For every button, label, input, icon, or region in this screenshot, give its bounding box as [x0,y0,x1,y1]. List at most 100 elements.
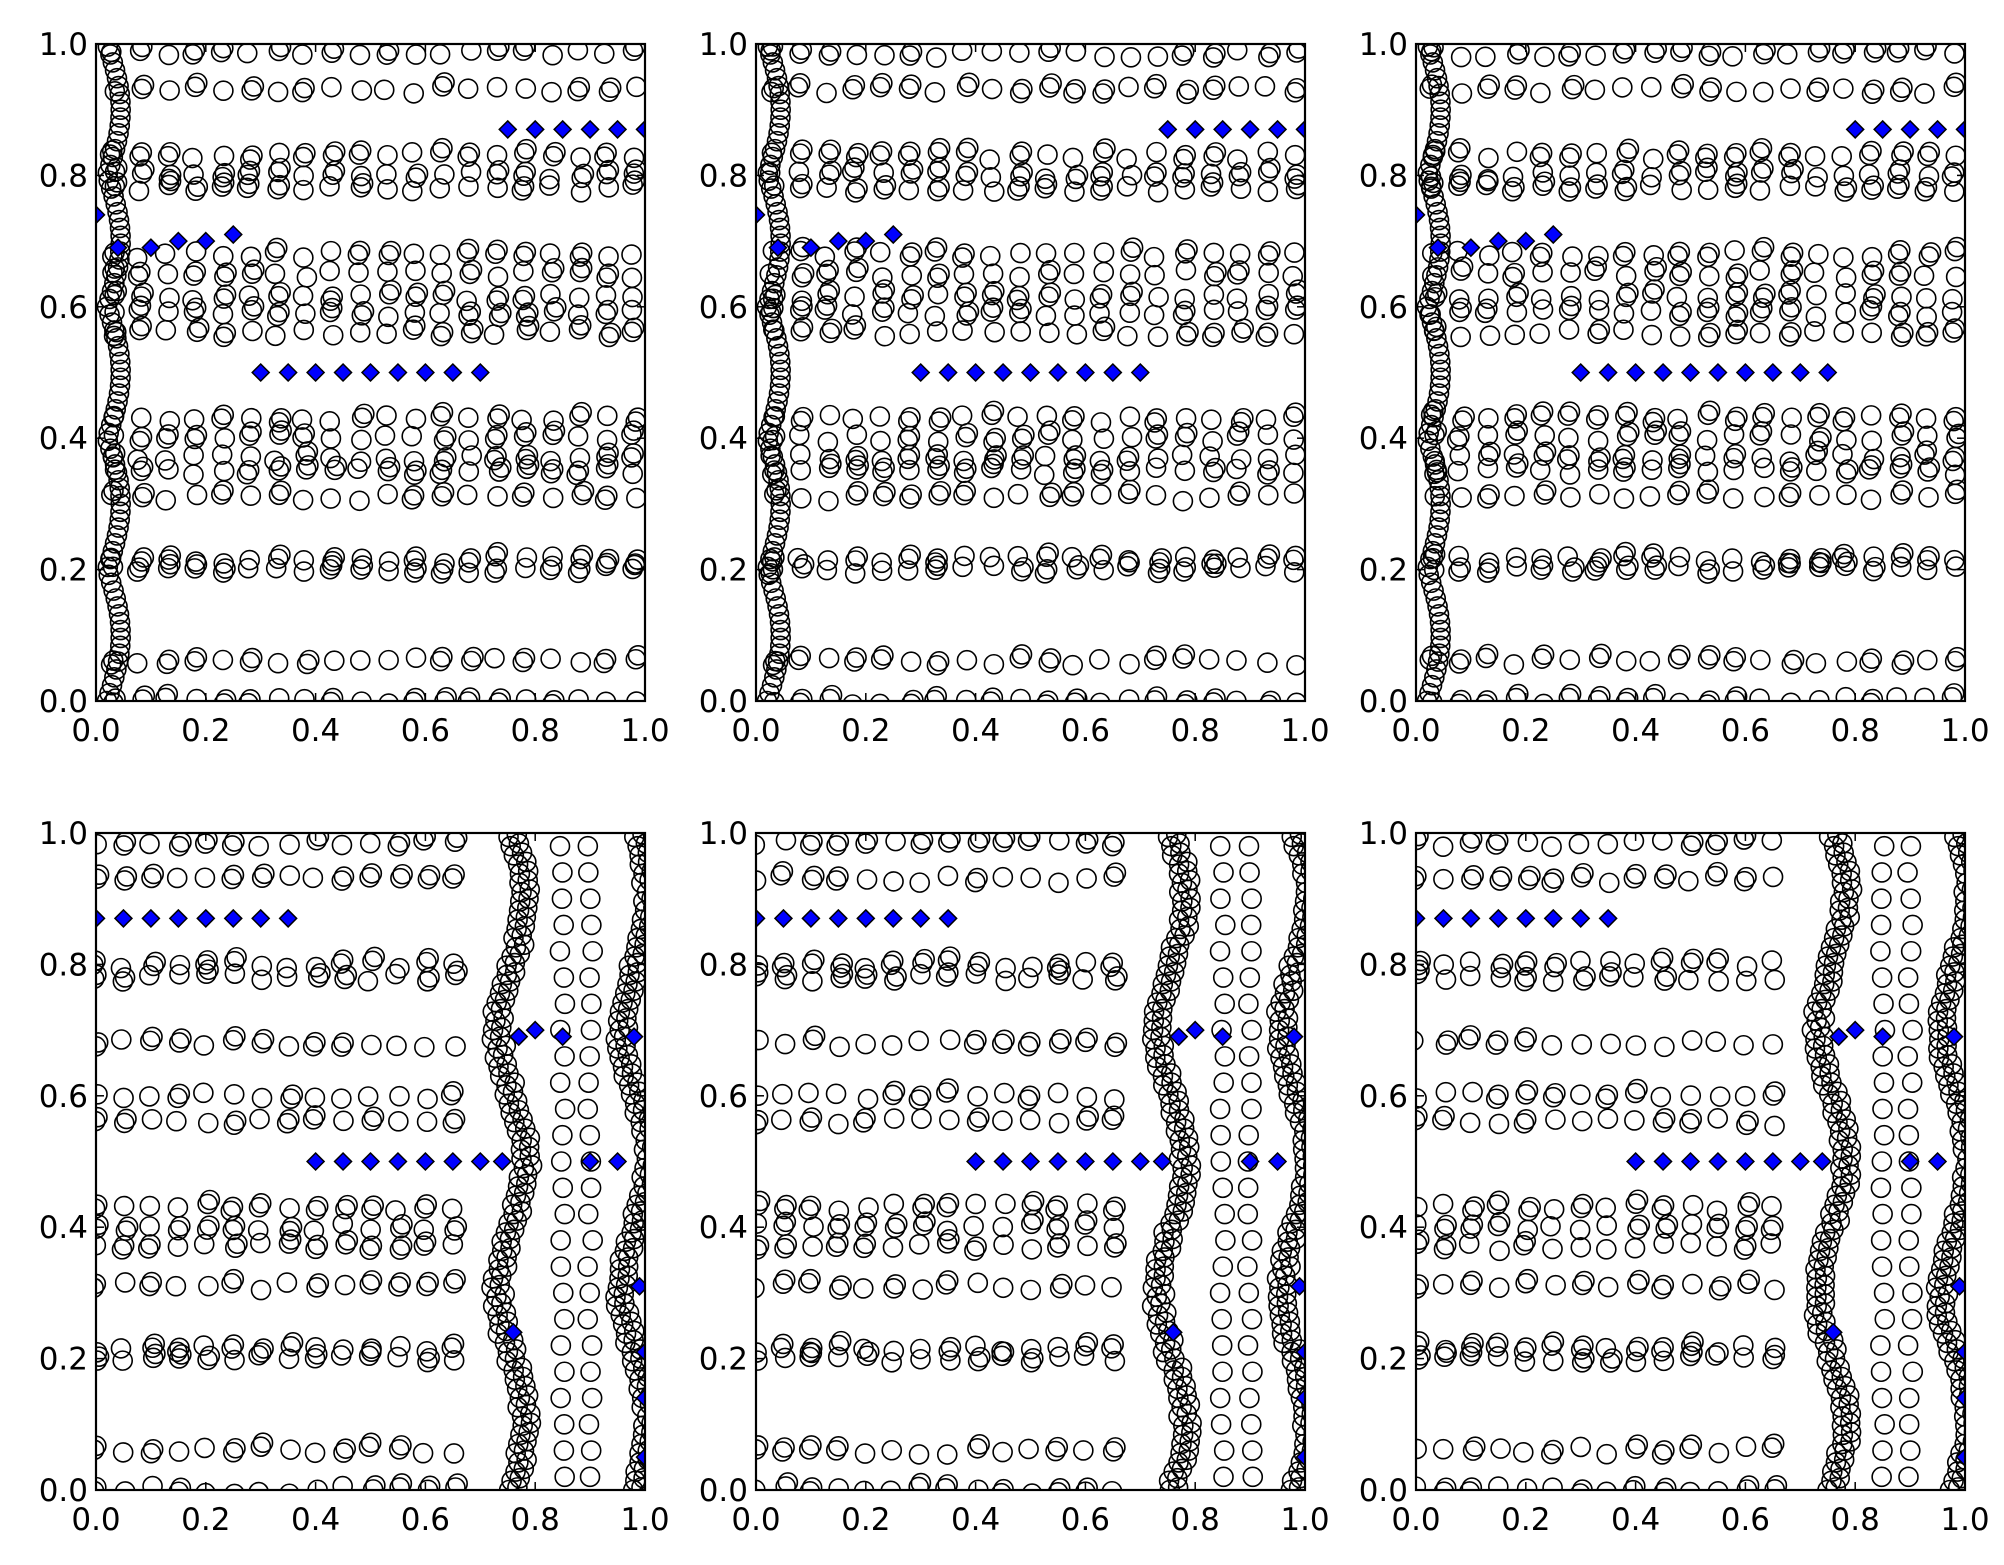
y-tick-label: 0.8 [1359,158,1408,194]
circle-marker [167,1219,189,1241]
circle-marker [142,1475,163,1490]
x-tick-label: 1.0 [1940,1502,1989,1538]
circle-marker [967,1350,989,1372]
circle-marker [143,955,164,977]
circle-marker [458,238,480,260]
circle-marker [1020,1351,1042,1373]
circle-marker [1061,409,1083,431]
circle-marker [241,80,262,101]
circle-marker [518,315,540,337]
circle-marker [1680,952,1702,974]
circle-marker [110,957,132,979]
circle-marker [543,300,565,322]
circle-marker [1019,1109,1041,1131]
circle-marker [936,1444,958,1465]
circle-marker [1281,1053,1302,1075]
circle-marker [1421,674,1443,696]
diamond-marker [1900,119,1920,139]
circle-marker [1514,970,1535,992]
circle-marker [403,550,425,571]
circle-marker [1946,427,1965,449]
circle-marker [1174,179,1196,200]
diamond-marker [251,362,271,383]
circle-marker [898,548,919,570]
circle-marker [1891,654,1913,675]
circle-marker [1092,176,1113,197]
circle-marker [1625,863,1647,885]
circle-marker [1285,1219,1305,1241]
circle-marker [625,411,645,432]
circle-marker [1873,1072,1895,1093]
circle-marker [542,145,564,167]
circle-marker [1889,174,1910,196]
circle-marker [248,1196,270,1218]
circle-marker [925,552,946,573]
circle-marker [569,246,591,267]
circle-marker [248,1344,269,1366]
diamond-marker [278,908,298,928]
diamond-marker [141,908,161,928]
circle-marker [1093,428,1115,449]
circle-marker [1739,1269,1761,1291]
x-tick-label: 0.6 [401,713,450,749]
circle-marker [1542,1238,1563,1260]
circle-marker [238,459,260,481]
circle-marker [1754,402,1776,424]
circle-marker [857,1088,879,1110]
circle-marker [1529,459,1551,481]
circle-marker [844,286,865,308]
circle-marker [456,484,478,506]
circle-marker [1121,164,1143,186]
circle-marker [769,635,791,657]
circle-marker [1230,178,1252,200]
circle-marker [407,163,429,185]
circle-marker [770,107,791,128]
circle-marker [1020,1338,1042,1360]
circle-marker [983,181,1005,202]
circle-marker [165,1275,187,1297]
circle-marker [910,1338,931,1360]
circle-marker [109,635,131,657]
circle-marker [927,141,949,163]
diamond-marker [1873,119,1893,139]
circle-marker [1073,1345,1095,1366]
circle-marker [761,280,783,302]
circle-marker [1228,421,1250,442]
x-tick-label: 0.6 [1721,1502,1770,1538]
circle-marker [1668,164,1690,186]
diamond-marker [629,1276,645,1296]
circle-marker [1946,236,1965,258]
circle-marker [598,548,620,570]
circle-marker [1901,1072,1923,1093]
circle-marker [1766,1475,1788,1490]
circle-marker [539,321,561,343]
circle-marker [361,1034,382,1056]
circle-marker [790,410,812,432]
diamond-marker [1955,1342,1965,1362]
circle-marker [952,320,973,341]
circle-marker [1629,1214,1651,1236]
circle-marker [1670,421,1692,442]
circle-marker [580,1361,601,1383]
circle-marker [183,444,204,466]
circle-marker [1764,1279,1785,1301]
circle-marker [294,688,315,701]
circle-marker [108,469,129,491]
circle-marker [1039,322,1060,344]
circle-marker [1424,454,1446,475]
circle-marker [1294,891,1305,912]
circle-marker [826,835,847,856]
circle-marker [1147,326,1169,347]
circle-marker [1670,160,1692,182]
circle-marker [1818,833,1840,848]
circle-marker [1888,265,1910,286]
circle-marker [1947,479,1965,501]
circle-marker [1274,998,1295,1020]
diamond-marker [1680,1151,1701,1172]
circle-marker [508,1099,530,1121]
circle-marker [130,295,152,317]
circle-marker [186,647,208,668]
circle-marker [1653,1350,1675,1372]
circle-marker [1449,426,1470,447]
circle-marker [1296,1458,1305,1480]
